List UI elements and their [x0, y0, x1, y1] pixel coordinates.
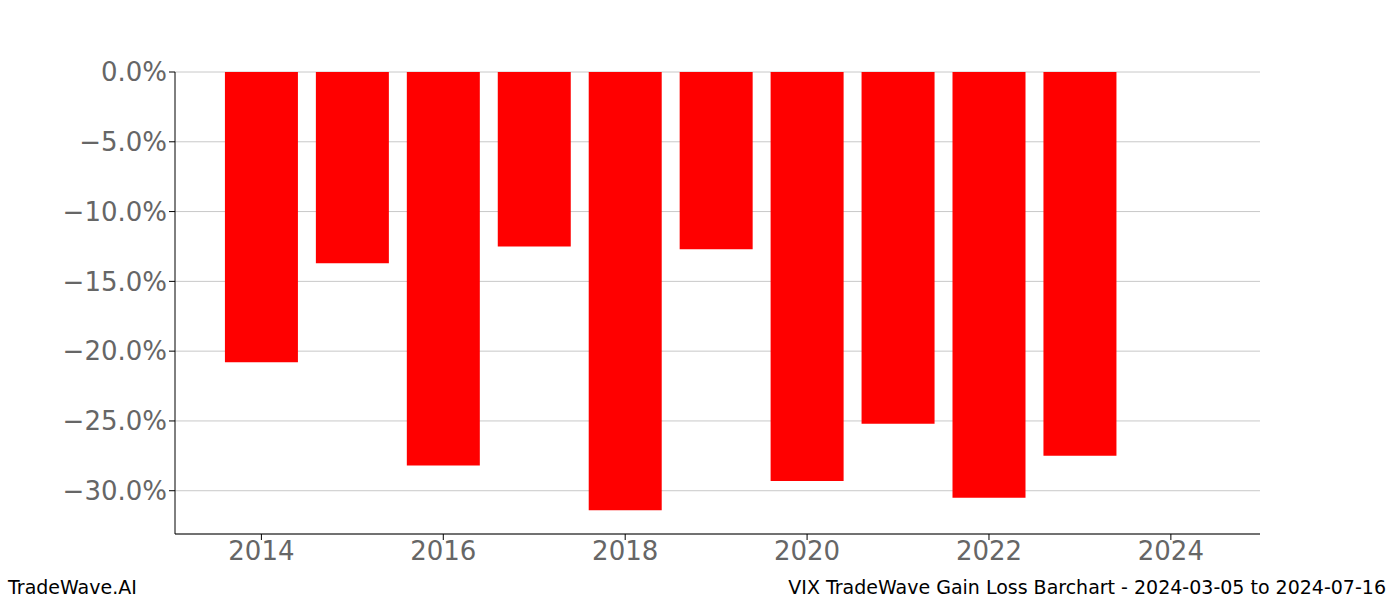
svg-text:0.0%: 0.0% [101, 57, 167, 87]
svg-text:−30.0%: −30.0% [63, 476, 167, 506]
svg-text:−15.0%: −15.0% [63, 267, 167, 297]
svg-text:2022: 2022 [956, 536, 1022, 566]
html-text:VIX TradeWave Gain Loss Barcha: VIX TradeWave Gain Loss Barchart - 2024-… [788, 576, 1386, 598]
html-text:TradeWave.AI: TradeWave.AI [8, 576, 137, 598]
svg-text:−10.0%: −10.0% [63, 197, 167, 227]
svg-text:2024: 2024 [1138, 536, 1204, 566]
svg-text:−5.0%: −5.0% [79, 127, 167, 157]
svg-text:−25.0%: −25.0% [63, 406, 167, 436]
svg-text:2018: 2018 [592, 536, 658, 566]
svg-text:2014: 2014 [228, 536, 294, 566]
svg-text:−20.0%: −20.0% [63, 336, 167, 366]
svg-text:2020: 2020 [774, 536, 840, 566]
svg-text:2016: 2016 [410, 536, 476, 566]
